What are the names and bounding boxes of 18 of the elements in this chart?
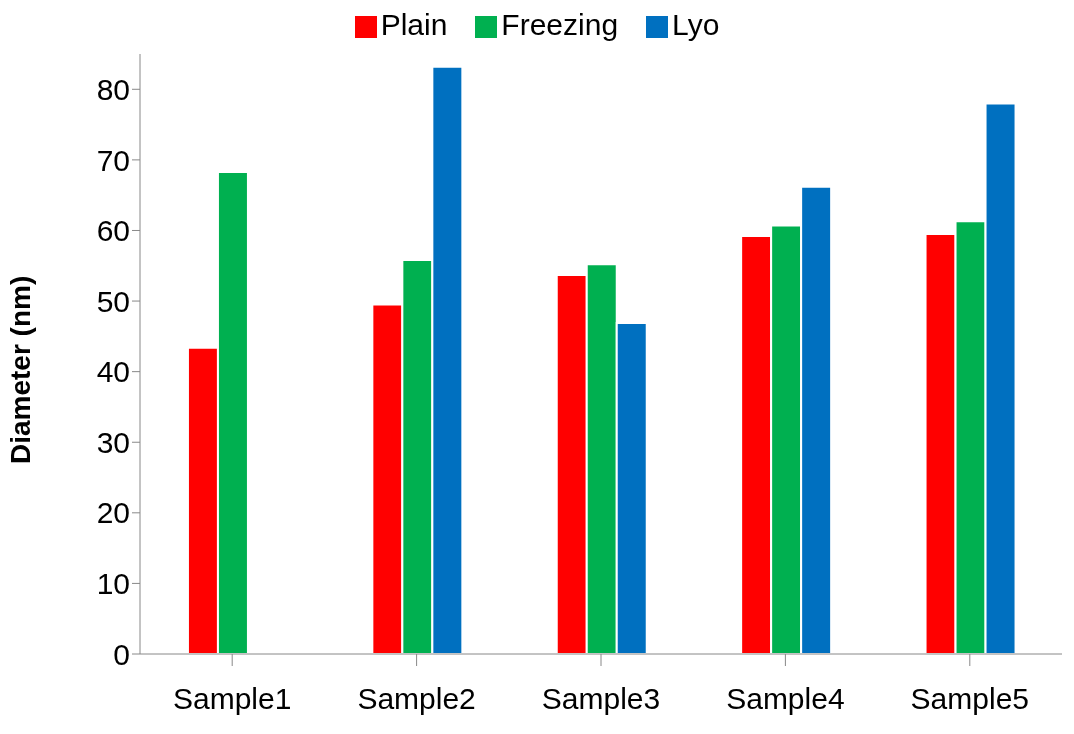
y-tick-label: 10 — [96, 567, 130, 601]
y-axis-title: Diameter (nm) — [4, 275, 36, 464]
y-tick-label: 70 — [96, 143, 130, 177]
y-tick-label: 30 — [96, 425, 130, 459]
y-tick-label: 80 — [96, 72, 130, 106]
x-tick-label: Sample1 — [173, 682, 292, 716]
legend-label: Lyo — [672, 8, 720, 41]
x-tick-label: Sample4 — [726, 682, 845, 716]
x-tick-label: Sample3 — [541, 682, 661, 716]
y-tick-label: 40 — [96, 355, 130, 389]
legend-label: Freezing — [501, 8, 619, 41]
x-tick-label: Sample5 — [910, 682, 1029, 716]
y-tick-label: 50 — [96, 284, 130, 318]
y-tick-label: 0 — [113, 637, 130, 671]
y-tick-label: 60 — [96, 214, 130, 248]
x-tick-label: Sample2 — [357, 682, 476, 716]
legend-label: Plain — [380, 8, 448, 41]
y-tick-label: 20 — [96, 496, 130, 530]
